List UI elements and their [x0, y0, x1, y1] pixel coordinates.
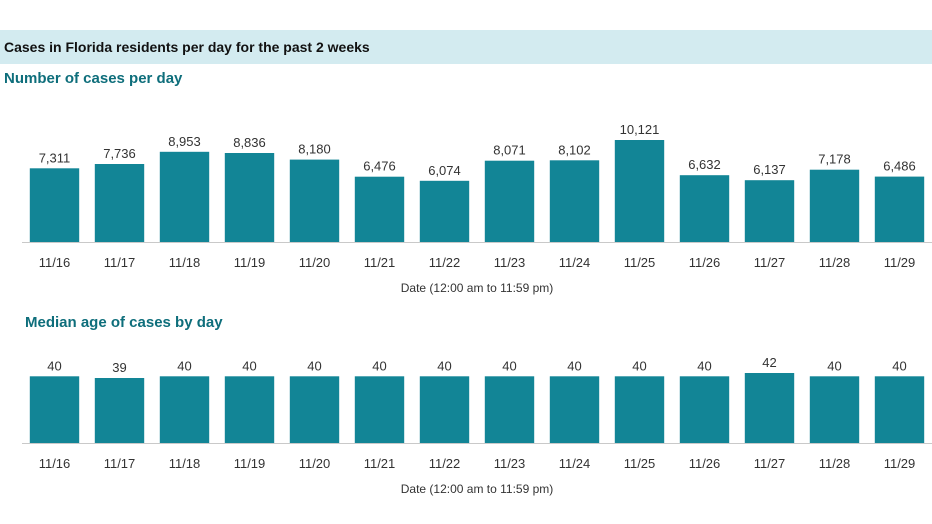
cases-value-label: 8,102	[558, 142, 591, 157]
cases-value-label: 8,071	[493, 143, 526, 158]
median-age-tick-label: 11/25	[624, 456, 656, 471]
median-age-bar	[94, 378, 145, 443]
median-age-chart: 40 11/16 39 11/17 40 11/18 40 11/19 40 11/20 40 11/…	[22, 355, 932, 496]
median-age-bar	[29, 376, 80, 443]
median-age-tick-label: 11/19	[234, 456, 266, 471]
cases-chart-title: Number of cases per day	[4, 70, 183, 87]
median-age-value-label: 40	[242, 358, 256, 373]
median-age-bar	[419, 376, 470, 443]
cases-value-label: 6,486	[883, 159, 916, 174]
cases-bar	[289, 159, 340, 242]
cases-tick-label: 11/16	[39, 255, 71, 270]
median-age-chart-title: Median age of cases by day	[25, 314, 223, 331]
median-age-tick-label: 11/29	[884, 456, 916, 471]
cases-value-label: 8,180	[298, 142, 331, 157]
cases-value-label: 6,137	[753, 162, 786, 177]
median-age-value-label: 40	[697, 358, 711, 373]
median-age-tick-label: 11/21	[364, 456, 396, 471]
cases-tick-label: 11/24	[559, 255, 591, 270]
cases-bar	[809, 169, 860, 242]
cases-tick-label: 11/19	[234, 255, 266, 270]
median-age-bar	[289, 376, 340, 443]
median-age-value-label: 40	[632, 358, 646, 373]
median-age-tick-label: 11/23	[494, 456, 526, 471]
cases-value-label: 7,736	[103, 146, 136, 161]
cases-tick-label: 11/29	[884, 255, 916, 270]
cases-tick-label: 11/20	[299, 255, 331, 270]
cases-tick-label: 11/21	[364, 255, 396, 270]
cases-tick-label: 11/28	[819, 255, 851, 270]
cases-tick-label: 11/22	[429, 255, 461, 270]
cases-bar	[29, 168, 80, 242]
cases-bar	[744, 180, 795, 242]
cases-bar	[549, 160, 600, 242]
median-age-tick-label: 11/18	[169, 456, 201, 471]
cases-tick-label: 11/23	[494, 255, 526, 270]
cases-value-label: 7,178	[818, 152, 851, 167]
cases-tick-label: 11/18	[169, 255, 201, 270]
median-age-bar	[354, 376, 405, 443]
cases-per-day-chart: 7,311 11/16 7,736 11/17 8,953 11/18 8,836 11/19…	[22, 122, 932, 295]
cases-tick-label: 11/26	[689, 255, 721, 270]
cases-value-label: 8,836	[233, 135, 266, 150]
median-age-value-label: 42	[762, 355, 776, 370]
median-age-value-label: 40	[307, 358, 321, 373]
cases-value-label: 6,476	[363, 159, 396, 174]
cases-bar	[484, 160, 535, 242]
median-age-value-label: 40	[177, 358, 191, 373]
median-age-value-label: 40	[437, 358, 451, 373]
median-age-bar	[484, 376, 535, 443]
median-age-tick-label: 11/24	[559, 456, 591, 471]
median-age-tick-label: 11/22	[429, 456, 461, 471]
cases-tick-label: 11/27	[754, 255, 786, 270]
cases-tick-label: 11/25	[624, 255, 656, 270]
median-age-tick-label: 11/27	[754, 456, 786, 471]
median-age-tick-label: 11/20	[299, 456, 331, 471]
cases-bar	[679, 175, 730, 242]
title-banner: Cases in Florida residents per day for t…	[0, 30, 932, 64]
median-age-value-label: 40	[372, 358, 386, 373]
cases-bar	[224, 153, 275, 242]
median-age-bar	[744, 373, 795, 443]
cases-x-axis-label: Date (12:00 am to 11:59 pm)	[401, 281, 554, 295]
page-title: Cases in Florida residents per day for t…	[4, 39, 370, 55]
cases-value-label: 6,074	[428, 163, 461, 178]
median-age-bar	[549, 376, 600, 443]
cases-value-label: 8,953	[168, 134, 201, 149]
median-age-bar	[874, 376, 925, 443]
median-age-value-label: 40	[502, 358, 516, 373]
median-age-tick-label: 11/17	[104, 456, 136, 471]
cases-value-label: 10,121	[620, 122, 660, 137]
median-age-bar	[159, 376, 210, 443]
median-age-value-label: 40	[567, 358, 581, 373]
median-age-value-label: 40	[892, 358, 906, 373]
median-age-value-label: 40	[827, 358, 841, 373]
median-age-tick-label: 11/28	[819, 456, 851, 471]
median-age-tick-label: 11/26	[689, 456, 721, 471]
cases-value-label: 6,632	[688, 157, 721, 172]
cases-bar	[354, 176, 405, 242]
median-age-bar	[679, 376, 730, 443]
median-age-x-axis-label: Date (12:00 am to 11:59 pm)	[401, 482, 554, 496]
cases-bar	[614, 140, 665, 242]
cases-value-label: 7,311	[39, 150, 71, 165]
cases-tick-label: 11/17	[104, 255, 136, 270]
median-age-tick-label: 11/16	[39, 456, 71, 471]
median-age-value-label: 40	[47, 358, 61, 373]
cases-bar	[419, 180, 470, 242]
cases-bar	[94, 164, 145, 242]
median-age-bar	[224, 376, 275, 443]
median-age-bar	[809, 376, 860, 443]
cases-bar	[874, 176, 925, 242]
median-age-value-label: 39	[112, 360, 126, 375]
median-age-bar	[614, 376, 665, 443]
cases-bar	[159, 151, 210, 242]
